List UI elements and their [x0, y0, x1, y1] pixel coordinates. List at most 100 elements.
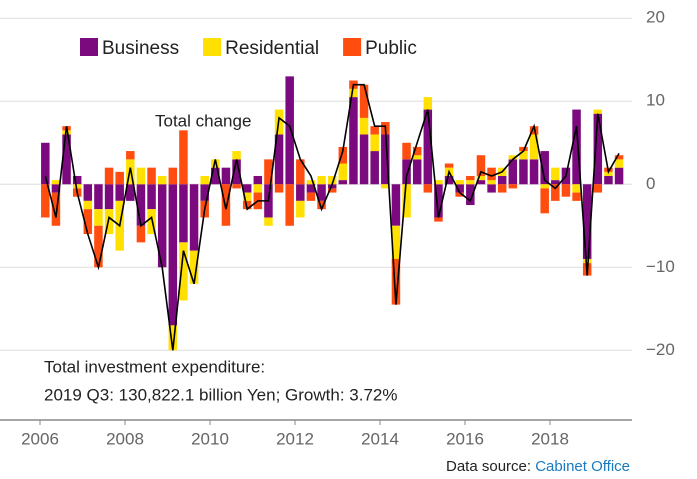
bar — [327, 188, 337, 193]
bar — [614, 155, 624, 160]
bar — [136, 167, 146, 185]
bar — [508, 155, 518, 160]
bar — [242, 200, 252, 210]
x-tick-label: 2016 — [446, 429, 484, 448]
bar — [540, 188, 549, 214]
bar — [423, 97, 433, 110]
bar — [572, 192, 581, 201]
bar — [189, 250, 199, 284]
bar — [104, 184, 114, 210]
bar — [551, 184, 560, 201]
bar — [476, 180, 486, 185]
overlay: Business Residential Public — [44, 38, 620, 351]
y-tick-label: 0 — [646, 174, 655, 193]
bar — [487, 180, 496, 185]
bar — [83, 209, 93, 235]
legend-swatch — [343, 38, 362, 56]
note-line: 2019 Q3: 130,822.1 billion Yen; Growth: … — [44, 385, 397, 404]
bar — [487, 184, 496, 193]
bar — [296, 159, 305, 185]
bar — [529, 134, 539, 160]
legend-label: Business — [102, 38, 179, 59]
bar — [402, 159, 411, 185]
bar — [540, 184, 549, 189]
bar — [221, 167, 231, 185]
bar — [327, 175, 337, 185]
bar — [285, 184, 294, 226]
bar — [604, 171, 613, 176]
bar — [466, 180, 475, 185]
bar — [466, 175, 475, 181]
bar — [51, 184, 61, 193]
bar — [104, 209, 114, 235]
bar — [41, 142, 50, 185]
bar — [72, 184, 82, 189]
bar — [147, 167, 156, 185]
bar — [381, 184, 390, 189]
bar — [561, 184, 571, 197]
bar — [604, 175, 613, 185]
bar — [126, 184, 135, 201]
bar — [232, 151, 241, 160]
bar — [232, 159, 241, 185]
bar — [593, 184, 603, 193]
bar — [423, 184, 433, 193]
bar — [285, 76, 294, 185]
source-link[interactable]: Cabinet Office — [535, 458, 630, 475]
bar — [115, 171, 124, 185]
x-tick-label: 2008 — [106, 429, 144, 448]
grid: −20 −10 0 10 20 2006 2008 2010 2012 2014 2016 2018 — [0, 8, 675, 448]
bar — [614, 167, 624, 185]
bar — [242, 192, 252, 201]
y-tick-label: 10 — [646, 91, 665, 110]
bar — [391, 258, 401, 305]
bar — [412, 146, 422, 156]
x-tick-label: 2010 — [191, 429, 229, 448]
bar — [381, 134, 390, 185]
bar — [274, 134, 284, 185]
bar — [264, 159, 273, 185]
x-tick-label: 2006 — [21, 429, 59, 448]
bar — [274, 184, 284, 193]
bar — [189, 184, 199, 251]
bar — [508, 184, 518, 189]
bar — [455, 180, 464, 185]
note-line: Total investment expenditure: — [44, 357, 265, 376]
bar — [83, 184, 93, 201]
bar — [126, 151, 135, 160]
bar — [72, 175, 82, 185]
bar — [221, 184, 231, 226]
bar — [466, 184, 475, 206]
source-prefix: Data source: — [446, 458, 531, 475]
bar — [306, 180, 316, 185]
bar — [455, 192, 464, 197]
bar — [168, 184, 178, 326]
bar — [168, 325, 178, 351]
bar — [412, 155, 422, 160]
bar — [51, 180, 61, 185]
bar — [614, 159, 624, 168]
bar — [157, 175, 167, 185]
bar — [370, 126, 379, 135]
bar — [296, 184, 305, 201]
bar — [264, 217, 273, 226]
legend-label: Residential — [225, 38, 319, 59]
bar — [327, 184, 337, 189]
y-tick-label: −20 — [646, 340, 675, 359]
bar — [306, 184, 316, 193]
bar — [338, 163, 348, 181]
x-tick-label: 2018 — [531, 429, 569, 448]
bar — [306, 192, 316, 201]
bar — [296, 200, 305, 218]
bar — [359, 117, 369, 135]
bar — [62, 134, 71, 185]
bar — [94, 209, 103, 226]
bar — [487, 167, 496, 181]
bar — [359, 84, 369, 118]
bar — [147, 184, 156, 210]
bar — [455, 184, 464, 193]
x-tick-label: 2012 — [276, 429, 314, 448]
bar — [519, 151, 528, 160]
bar — [593, 113, 603, 185]
